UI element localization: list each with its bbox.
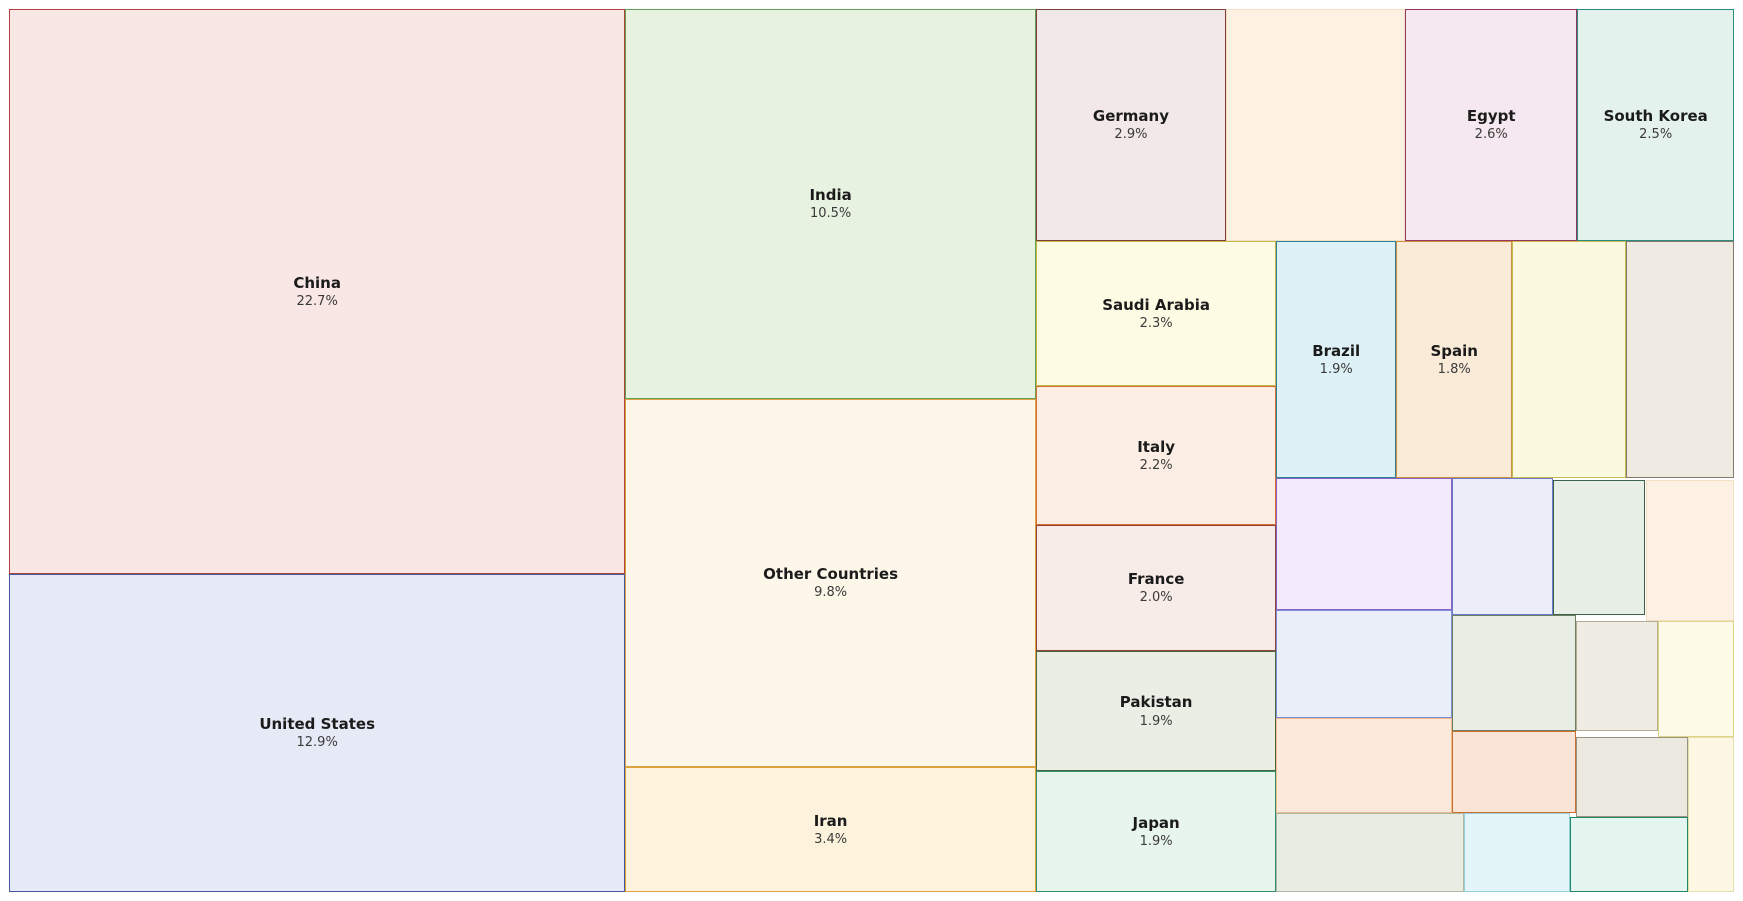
node-label: Brazil bbox=[1312, 341, 1361, 360]
node-label: Iran bbox=[813, 811, 848, 830]
treemap-node-saudi-arabia: Saudi Arabia 2.3% bbox=[1035, 241, 1277, 387]
treemap-node-south-korea: South Korea 2.5% bbox=[1577, 9, 1734, 242]
node-value: 2.0% bbox=[1139, 590, 1173, 606]
treemap-node-unlabeled-28 bbox=[1576, 736, 1689, 818]
node-label: Other Countries bbox=[763, 564, 899, 583]
treemap-node-germany: Germany 2.9% bbox=[1035, 9, 1226, 242]
treemap-node-unlabeled-23 bbox=[1451, 615, 1577, 732]
treemap-node-united-states: United States 12.9% bbox=[9, 573, 626, 892]
node-value: 2.6% bbox=[1474, 127, 1508, 143]
treemap-node-egypt: Egypt 2.6% bbox=[1405, 9, 1578, 242]
treemap-node-unlabeled-25 bbox=[1657, 620, 1734, 737]
node-label: Germany bbox=[1092, 107, 1169, 126]
treemap-node-other-countries: Other Countries 9.8% bbox=[625, 398, 1036, 767]
treemap-node-unlabeled-16 bbox=[1512, 241, 1627, 478]
node-value: 1.9% bbox=[1319, 361, 1353, 377]
treemap-node-india: India 10.5% bbox=[625, 9, 1036, 399]
treemap-node-italy: Italy 2.2% bbox=[1035, 386, 1277, 525]
treemap-node-unlabeled-19 bbox=[1451, 477, 1553, 616]
node-value: 9.8% bbox=[814, 585, 848, 601]
node-label: South Korea bbox=[1603, 107, 1708, 126]
treemap-node-spain: Spain 1.8% bbox=[1396, 241, 1513, 478]
treemap-node-unlabeled-24 bbox=[1576, 620, 1658, 732]
treemap-node-unlabeled-32 bbox=[1688, 736, 1734, 892]
treemap-node-brazil: Brazil 1.9% bbox=[1276, 241, 1397, 478]
node-label: Spain bbox=[1430, 341, 1478, 360]
node-value: 2.2% bbox=[1139, 457, 1173, 473]
node-value: 2.3% bbox=[1139, 316, 1173, 332]
treemap-node-unlabeled-22 bbox=[1276, 609, 1452, 718]
treemap-node-unlabeled-6 bbox=[1225, 9, 1406, 242]
node-value: 1.8% bbox=[1437, 361, 1471, 377]
treemap-node-unlabeled-29 bbox=[1276, 812, 1465, 892]
node-label: Japan bbox=[1132, 813, 1180, 832]
node-label: India bbox=[809, 185, 852, 204]
node-value: 3.4% bbox=[814, 831, 848, 847]
node-label: Egypt bbox=[1466, 107, 1516, 126]
treemap-node-pakistan: Pakistan 1.9% bbox=[1035, 650, 1277, 772]
treemap-node-unlabeled-26 bbox=[1276, 717, 1452, 813]
node-label: Saudi Arabia bbox=[1102, 295, 1211, 314]
node-value: 2.5% bbox=[1639, 127, 1673, 143]
treemap-node-unlabeled-18 bbox=[1276, 477, 1452, 610]
treemap-node-unlabeled-21 bbox=[1645, 480, 1734, 621]
node-label: United States bbox=[259, 715, 375, 734]
treemap-node-unlabeled-31 bbox=[1570, 817, 1688, 892]
node-label: China bbox=[293, 273, 341, 292]
node-label: Pakistan bbox=[1119, 693, 1193, 712]
treemap-node-france: France 2.0% bbox=[1035, 524, 1277, 651]
node-label: France bbox=[1127, 569, 1185, 588]
node-value: 12.9% bbox=[296, 735, 338, 751]
treemap-node-china: China 22.7% bbox=[9, 9, 626, 574]
treemap-node-iran: Iran 3.4% bbox=[625, 766, 1036, 892]
node-value: 2.9% bbox=[1114, 127, 1148, 143]
treemap-node-unlabeled-20 bbox=[1552, 480, 1646, 616]
node-value: 22.7% bbox=[296, 293, 338, 309]
treemap-node-japan: Japan 1.9% bbox=[1035, 771, 1277, 892]
treemap-node-unlabeled-17 bbox=[1626, 241, 1734, 478]
treemap: China 22.7% United States 12.9% India 10.5% Ot… bbox=[9, 9, 1734, 892]
node-value: 10.5% bbox=[809, 206, 852, 222]
treemap-node-unlabeled-30 bbox=[1464, 812, 1571, 892]
node-value: 1.9% bbox=[1139, 713, 1173, 729]
node-label: Italy bbox=[1137, 437, 1176, 456]
treemap-node-unlabeled-27 bbox=[1451, 731, 1577, 813]
node-value: 1.9% bbox=[1139, 834, 1173, 850]
